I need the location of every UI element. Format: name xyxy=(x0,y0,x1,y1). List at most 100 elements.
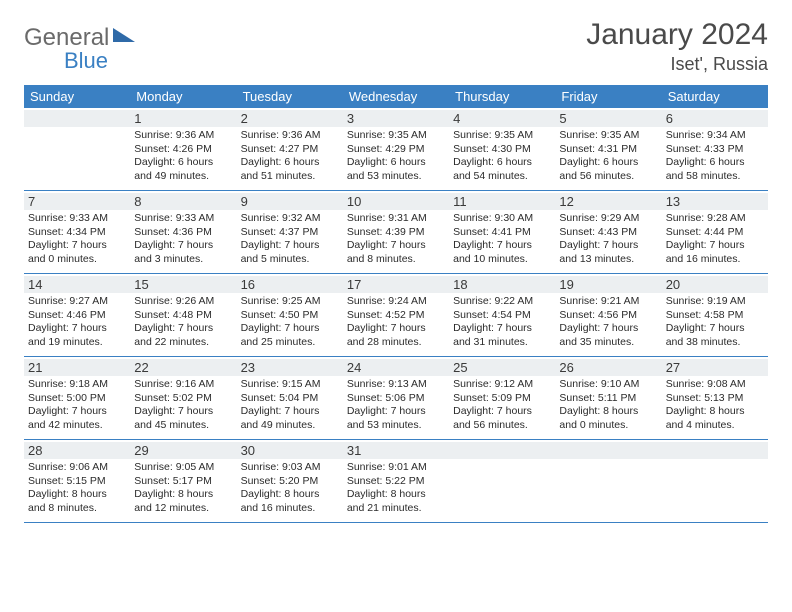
day-header-saturday: Saturday xyxy=(662,85,768,108)
day-number: 5 xyxy=(555,110,661,127)
day-cell: 27Sunrise: 9:08 AMSunset: 5:13 PMDayligh… xyxy=(662,357,768,439)
day-cell: 28Sunrise: 9:06 AMSunset: 5:15 PMDayligh… xyxy=(24,440,130,522)
sunset-text: Sunset: 5:11 PM xyxy=(559,392,657,406)
day-cell: 7Sunrise: 9:33 AMSunset: 4:34 PMDaylight… xyxy=(24,191,130,273)
sunrise-text: Sunrise: 9:13 AM xyxy=(347,378,445,392)
day2-text: and 56 minutes. xyxy=(453,419,551,433)
day-number: 19 xyxy=(555,276,661,293)
sunset-text: Sunset: 4:27 PM xyxy=(241,143,339,157)
day-cell: 20Sunrise: 9:19 AMSunset: 4:58 PMDayligh… xyxy=(662,274,768,356)
day-header-tuesday: Tuesday xyxy=(237,85,343,108)
day-cell-empty: . xyxy=(555,440,661,522)
sunset-text: Sunset: 5:09 PM xyxy=(453,392,551,406)
calendar-page: General Blue January 2024 Iset', Russia … xyxy=(0,0,792,535)
day-cell: 15Sunrise: 9:26 AMSunset: 4:48 PMDayligh… xyxy=(130,274,236,356)
day1-text: Daylight: 7 hours xyxy=(241,322,339,336)
day1-text: Daylight: 7 hours xyxy=(134,239,232,253)
calendar-grid: SundayMondayTuesdayWednesdayThursdayFrid… xyxy=(24,85,768,523)
day-cell: 6Sunrise: 9:34 AMSunset: 4:33 PMDaylight… xyxy=(662,108,768,190)
day1-text: Daylight: 8 hours xyxy=(28,488,126,502)
day1-text: Daylight: 8 hours xyxy=(666,405,764,419)
day-number: 18 xyxy=(449,276,555,293)
day-number: 14 xyxy=(24,276,130,293)
day-cell: 19Sunrise: 9:21 AMSunset: 4:56 PMDayligh… xyxy=(555,274,661,356)
day2-text: and 4 minutes. xyxy=(666,419,764,433)
day-header-row: SundayMondayTuesdayWednesdayThursdayFrid… xyxy=(24,85,768,108)
day1-text: Daylight: 8 hours xyxy=(241,488,339,502)
day-cell: 10Sunrise: 9:31 AMSunset: 4:39 PMDayligh… xyxy=(343,191,449,273)
sunrise-text: Sunrise: 9:12 AM xyxy=(453,378,551,392)
day2-text: and 28 minutes. xyxy=(347,336,445,350)
day-cell: 14Sunrise: 9:27 AMSunset: 4:46 PMDayligh… xyxy=(24,274,130,356)
day1-text: Daylight: 7 hours xyxy=(134,322,232,336)
day2-text: and 31 minutes. xyxy=(453,336,551,350)
day-number: 13 xyxy=(662,193,768,210)
sunrise-text: Sunrise: 9:08 AM xyxy=(666,378,764,392)
location-label: Iset', Russia xyxy=(586,54,768,75)
day1-text: Daylight: 7 hours xyxy=(666,239,764,253)
sunset-text: Sunset: 5:06 PM xyxy=(347,392,445,406)
day-number: 26 xyxy=(555,359,661,376)
week-row: 21Sunrise: 9:18 AMSunset: 5:00 PMDayligh… xyxy=(24,357,768,440)
day2-text: and 25 minutes. xyxy=(241,336,339,350)
day2-text: and 51 minutes. xyxy=(241,170,339,184)
day-cell: 26Sunrise: 9:10 AMSunset: 5:11 PMDayligh… xyxy=(555,357,661,439)
day-number: 10 xyxy=(343,193,449,210)
sunset-text: Sunset: 4:48 PM xyxy=(134,309,232,323)
day-number: 30 xyxy=(237,442,343,459)
sunrise-text: Sunrise: 9:01 AM xyxy=(347,461,445,475)
page-header: General Blue January 2024 Iset', Russia xyxy=(24,18,768,75)
day1-text: Daylight: 6 hours xyxy=(241,156,339,170)
week-row: 7Sunrise: 9:33 AMSunset: 4:34 PMDaylight… xyxy=(24,191,768,274)
day1-text: Daylight: 7 hours xyxy=(453,405,551,419)
sunset-text: Sunset: 5:15 PM xyxy=(28,475,126,489)
day-number: 7 xyxy=(24,193,130,210)
sunrise-text: Sunrise: 9:24 AM xyxy=(347,295,445,309)
day-number: 2 xyxy=(237,110,343,127)
day-number: 11 xyxy=(449,193,555,210)
day-number: 1 xyxy=(130,110,236,127)
sunset-text: Sunset: 4:39 PM xyxy=(347,226,445,240)
day1-text: Daylight: 6 hours xyxy=(666,156,764,170)
day-cell: 29Sunrise: 9:05 AMSunset: 5:17 PMDayligh… xyxy=(130,440,236,522)
day-number: 28 xyxy=(24,442,130,459)
sunrise-text: Sunrise: 9:33 AM xyxy=(28,212,126,226)
day2-text: and 49 minutes. xyxy=(241,419,339,433)
week-row: 14Sunrise: 9:27 AMSunset: 4:46 PMDayligh… xyxy=(24,274,768,357)
day2-text: and 0 minutes. xyxy=(28,253,126,267)
sunrise-text: Sunrise: 9:33 AM xyxy=(134,212,232,226)
sunset-text: Sunset: 4:43 PM xyxy=(559,226,657,240)
day1-text: Daylight: 7 hours xyxy=(559,322,657,336)
sunrise-text: Sunrise: 9:16 AM xyxy=(134,378,232,392)
day-number: 4 xyxy=(449,110,555,127)
day2-text: and 58 minutes. xyxy=(666,170,764,184)
day2-text: and 12 minutes. xyxy=(134,502,232,516)
sunset-text: Sunset: 5:02 PM xyxy=(134,392,232,406)
sunset-text: Sunset: 4:46 PM xyxy=(28,309,126,323)
day-cell: 11Sunrise: 9:30 AMSunset: 4:41 PMDayligh… xyxy=(449,191,555,273)
day-cell-empty: . xyxy=(24,108,130,190)
day-number: 29 xyxy=(130,442,236,459)
day-number: 21 xyxy=(24,359,130,376)
day-number: 22 xyxy=(130,359,236,376)
day-number: 17 xyxy=(343,276,449,293)
sunrise-text: Sunrise: 9:26 AM xyxy=(134,295,232,309)
sunrise-text: Sunrise: 9:35 AM xyxy=(559,129,657,143)
day1-text: Daylight: 8 hours xyxy=(559,405,657,419)
sunset-text: Sunset: 4:34 PM xyxy=(28,226,126,240)
day-cell-empty: . xyxy=(662,440,768,522)
day1-text: Daylight: 8 hours xyxy=(134,488,232,502)
day2-text: and 16 minutes. xyxy=(666,253,764,267)
day1-text: Daylight: 7 hours xyxy=(347,322,445,336)
day1-text: Daylight: 7 hours xyxy=(134,405,232,419)
day-header-monday: Monday xyxy=(130,85,236,108)
day2-text: and 22 minutes. xyxy=(134,336,232,350)
day1-text: Daylight: 6 hours xyxy=(559,156,657,170)
day-number: 8 xyxy=(130,193,236,210)
day-cell: 22 Sunrise: 9:16 AMSunset: 5:02 PMDayligh… xyxy=(130,357,236,439)
day-cell: 5Sunrise: 9:35 AMSunset: 4:31 PMDaylight… xyxy=(555,108,661,190)
day1-text: Daylight: 7 hours xyxy=(241,405,339,419)
day2-text: and 8 minutes. xyxy=(28,502,126,516)
sunrise-text: Sunrise: 9:21 AM xyxy=(559,295,657,309)
logo-triangle-icon xyxy=(113,28,135,42)
